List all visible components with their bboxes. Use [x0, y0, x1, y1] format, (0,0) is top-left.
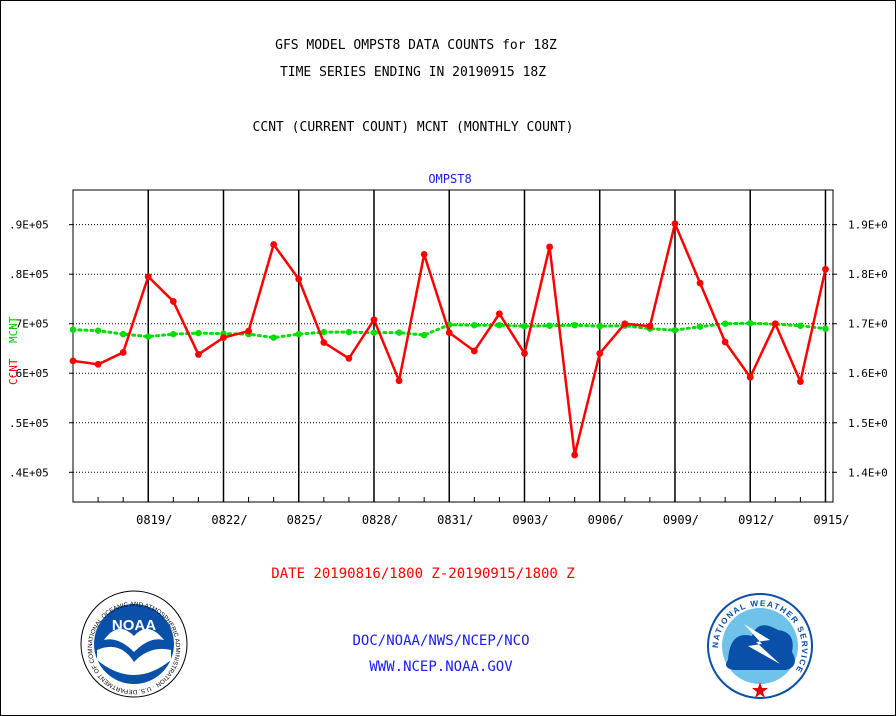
x-tick-label: 0915/ [813, 513, 849, 527]
x-tick-label: 0822/ [211, 513, 247, 527]
data-point-mcnt [747, 320, 754, 327]
data-point-ccnt [370, 316, 378, 324]
data-point-mcnt [395, 329, 403, 336]
y-tick-label-right: 1.9E+0 [848, 219, 888, 232]
y-tick-label-right: 1.8E+0 [848, 268, 888, 281]
org-label: DOC/NOAA/NWS/NCEP/NCO [352, 633, 530, 649]
data-point-ccnt [169, 298, 177, 305]
data-point-mcnt [320, 328, 328, 336]
data-point-ccnt [295, 275, 303, 283]
x-tick-label: 0819/ [136, 513, 172, 527]
data-point-ccnt [119, 349, 127, 356]
data-point-ccnt [671, 220, 679, 228]
y-tick-label-left: .7E+05 [9, 318, 49, 331]
website-label[interactable]: WWW.NCEP.NOAA.GOV [369, 659, 513, 675]
data-point-ccnt [496, 310, 503, 318]
data-point-ccnt [521, 350, 528, 357]
y-tick-label-right: 1.6E+0 [848, 367, 888, 380]
data-point-ccnt [270, 241, 278, 248]
data-point-ccnt [395, 377, 403, 385]
x-tick-label: 0912/ [738, 513, 774, 527]
x-tick-label: 0828/ [362, 513, 398, 527]
y-tick-label-left: .6E+05 [9, 367, 49, 380]
panel-title: OMPST8 [428, 172, 472, 186]
data-point-mcnt [170, 330, 177, 338]
data-point-mcnt [822, 325, 829, 332]
x-tick-label: 0909/ [663, 513, 699, 527]
y-tick-label-right: 1.7E+0 [848, 318, 888, 331]
x-tick-label: 0825/ [287, 513, 323, 527]
data-point-ccnt [822, 265, 829, 273]
data-point-mcnt [496, 322, 503, 329]
data-point-ccnt [571, 451, 579, 459]
y-axis-label-mcnt: MCNT [7, 316, 20, 343]
data-point-ccnt [245, 327, 252, 335]
data-point-mcnt [596, 322, 603, 330]
plot-frame [72, 189, 834, 503]
data-point-mcnt [370, 329, 378, 336]
data-point-mcnt [420, 331, 428, 339]
data-point-ccnt [320, 339, 328, 346]
data-point-ccnt [470, 347, 478, 355]
data-point-mcnt [295, 330, 302, 338]
data-point-ccnt [94, 360, 102, 368]
data-point-mcnt [696, 323, 704, 330]
chart-title-line-1: GFS MODEL OMPST8 DATA COUNTS for 18Z [275, 38, 557, 53]
data-point-ccnt [596, 350, 604, 357]
y-tick-label-right: 1.4E+0 [848, 466, 888, 479]
data-point-mcnt [270, 334, 277, 341]
data-point-mcnt [119, 330, 127, 338]
y-tick-label-left: .8E+05 [9, 268, 49, 281]
data-point-ccnt [621, 320, 629, 328]
chart-subtitle: CCNT (CURRENT COUNT) MCNT (MONTHLY COUNT… [252, 120, 574, 135]
data-point-ccnt [721, 338, 729, 346]
data-point-ccnt [696, 279, 704, 287]
data-point-ccnt [796, 378, 804, 386]
nws-star-icon [752, 682, 768, 698]
data-point-mcnt [69, 326, 77, 333]
data-point-mcnt [471, 322, 478, 329]
chart-title-line-2: TIME SERIES ENDING IN 20190915 18Z [279, 65, 547, 80]
y-axis-label-ccnt: CCNT [7, 358, 20, 385]
noaa-logo-text: NOAA [112, 617, 156, 634]
data-point-mcnt [521, 322, 528, 330]
data-point-mcnt [671, 326, 679, 334]
data-point-ccnt [546, 243, 553, 251]
x-tick-label: 0906/ [588, 513, 624, 527]
data-point-mcnt [94, 327, 102, 334]
y-tick-label-left: .9E+05 [9, 219, 49, 232]
data-point-ccnt [746, 373, 754, 381]
y-tick-label-right: 1.5E+0 [848, 417, 888, 430]
y-tick-label-left: .5E+05 [9, 417, 49, 430]
data-point-ccnt [144, 273, 152, 281]
data-point-ccnt [195, 351, 202, 358]
data-point-ccnt [220, 334, 227, 341]
y-tick-label-left: .4E+05 [9, 466, 49, 479]
x-tick-label: 0831/ [437, 513, 473, 527]
data-point-mcnt [797, 322, 804, 329]
data-point-mcnt [345, 328, 353, 336]
data-point-mcnt [721, 320, 729, 327]
data-point-ccnt [646, 322, 654, 330]
data-point-ccnt [345, 354, 353, 362]
data-point-ccnt [420, 250, 428, 258]
data-point-ccnt [445, 329, 453, 337]
data-point-mcnt [145, 333, 152, 340]
data-point-mcnt [571, 322, 578, 329]
data-point-mcnt [195, 329, 202, 337]
data-point-ccnt [69, 357, 77, 365]
data-point-mcnt [546, 322, 553, 329]
data-point-ccnt [771, 320, 779, 328]
x-tick-label: 0903/ [512, 513, 548, 527]
date-range-label: DATE 20190816/1800 Z-20190915/1800 Z [271, 566, 575, 582]
